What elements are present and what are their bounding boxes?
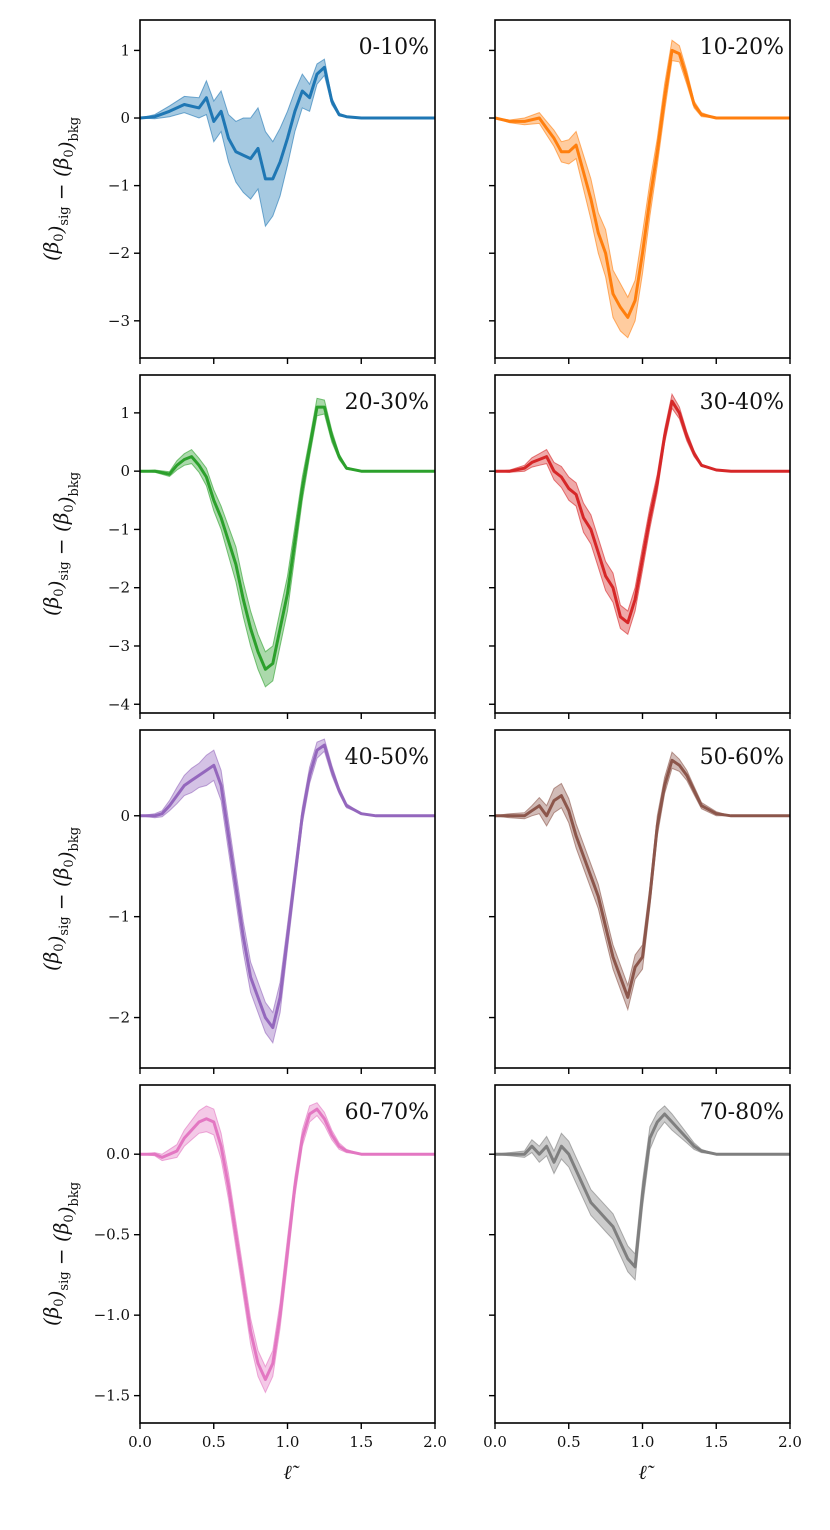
y-tick-label: −1 [108,908,130,926]
axes-frame [139,374,436,714]
y-tick-label: −2 [108,1009,130,1027]
x-tick-label: 0.0 [483,1433,507,1451]
subplot-70-80%: 0.0 0.5 1.0 1.5 2.0 70-80% ℓ̃ [483,1084,802,1484]
x-axis-label: ℓ̃ [283,1460,299,1484]
y-axis-label: (β0)sig − (β0)bkg [39,1182,82,1326]
subplot-50-60%: 50-60% [489,729,791,1074]
y-tick-label: −3 [108,637,130,655]
y-tick-label: −1.0 [94,1306,130,1324]
axes-frame [139,19,436,359]
uncertainty-band [495,751,790,1012]
series-line [495,758,790,999]
subplot-0-10%: 1 0 −1 −2 −3 0-10% (β0)sig − (β0)bkg [39,19,436,364]
x-tick-label: 0.5 [202,1433,226,1451]
uncertainty-band [140,738,435,1044]
uncertainty-band [140,397,435,688]
axes-frame [494,19,791,359]
uncertainty-band [495,39,790,339]
series-line [495,1112,790,1269]
y-tick-label: −1 [108,520,130,538]
y-tick-label: −3 [108,312,130,330]
series-line [140,743,435,1030]
series-line [495,399,790,625]
y-axis-label: (β0)sig − (β0)bkg [39,472,82,616]
series-line [140,65,435,181]
subplot-10-20%: 10-20% [489,19,791,364]
axes-frame [494,374,791,714]
y-tick-label: 0 [120,807,130,825]
x-tick-label: 1.0 [631,1433,655,1451]
subplot-60-70%: 0.0 0.5 1.0 1.5 2.0 0.0 −0.5 −1.0 −1.5 60-70% (β0)… [39,1084,447,1484]
y-tick-label: −0.5 [94,1226,130,1244]
panel-label: 0-10% [359,35,429,60]
series-line [495,48,790,319]
y-tick-label: 0 [120,109,130,127]
panel-label: 10-20% [700,35,784,60]
panel-label: 40-50% [345,745,429,770]
series-line [140,405,435,671]
axes-frame [494,1084,791,1424]
y-tick-label: −2 [108,244,130,262]
y-axis-label: (β0)sig − (β0)bkg [39,827,82,971]
y-tick-label: −1.5 [94,1387,130,1405]
subplot-40-50%: 0 −1 −2 40-50% (β0)sig − (β0)bkg [39,729,436,1074]
y-tick-label: 1 [120,41,130,59]
panel-label: 20-30% [345,390,429,415]
x-tick-label: 2.0 [423,1433,447,1451]
x-tick-label: 1.0 [276,1433,300,1451]
panel-label: 60-70% [345,1100,429,1125]
subplot-30-40%: 30-40% [489,374,791,719]
panel-label: 70-80% [700,1100,784,1125]
y-axis-label: (β0)sig − (β0)bkg [39,117,82,261]
y-tick-label: −2 [108,579,130,597]
x-tick-label: 1.5 [349,1433,373,1451]
axes-frame [494,729,791,1069]
x-axis-label: ℓ̃ [638,1460,654,1484]
panel-label: 30-40% [700,390,784,415]
uncertainty-band [495,392,790,636]
x-tick-label: 0.0 [128,1433,152,1451]
y-tick-label: 1 [120,404,130,422]
x-tick-label: 0.5 [557,1433,581,1451]
panel-label: 50-60% [700,745,784,770]
x-tick-label: 2.0 [778,1433,802,1451]
y-tick-label: 0.0 [106,1145,130,1163]
subplot-20-30%: 1 0 −1 −2 −3 −4 20-30% (β0)sig − (β0)bkg [39,374,436,719]
y-tick-label: −4 [108,695,130,713]
x-tick-label: 1.5 [704,1433,728,1451]
y-tick-label: 0 [120,462,130,480]
y-tick-label: −1 [108,177,130,195]
series-line [140,1107,435,1381]
